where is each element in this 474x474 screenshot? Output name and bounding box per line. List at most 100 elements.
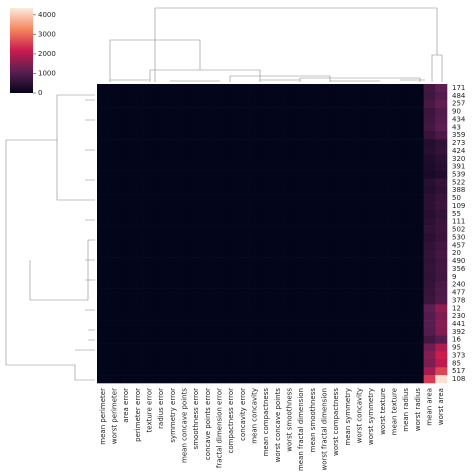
heatmap-cell [423, 162, 436, 171]
heatmap-cell [423, 280, 436, 289]
heatmap-cell [108, 178, 121, 187]
heatmap-cell [342, 225, 354, 234]
heatmap-cell [190, 107, 203, 116]
heatmap-cell [365, 296, 378, 305]
heatmap-cell [225, 264, 238, 274]
heatmap-cell [155, 146, 168, 156]
heatmap-cell [353, 186, 366, 195]
heatmap-cell [202, 194, 214, 203]
heatmap-cell [377, 170, 389, 179]
heatmap-cell [237, 217, 249, 226]
heatmap-cell [225, 209, 238, 219]
heatmap-cell [318, 225, 331, 234]
heatmap-cell [330, 162, 343, 171]
column-label: mean area [426, 388, 434, 426]
heatmap-cell [377, 186, 389, 195]
heatmap-cell [295, 288, 308, 297]
heatmap-cell [120, 241, 133, 250]
heatmap-cell [178, 115, 191, 124]
heatmap-cell [237, 375, 249, 384]
heatmap-cell [272, 359, 284, 368]
heatmap-cell [260, 178, 273, 187]
heatmap-cell [307, 335, 319, 344]
heatmap-cell [190, 375, 203, 384]
heatmap-cell [155, 304, 168, 313]
heatmap-cell [283, 375, 296, 384]
heatmap-cell [272, 84, 284, 93]
heatmap-cell [435, 233, 448, 242]
heatmap-cell [132, 264, 144, 274]
column-label: mean compactness [262, 388, 270, 457]
colorbar-tick-label: 1000 [38, 69, 56, 77]
heatmap-cell [132, 123, 144, 132]
heatmap-cell [388, 359, 401, 368]
heatmap-cell [330, 154, 343, 163]
heatmap-cell [400, 217, 413, 226]
heatmap-cell [400, 225, 413, 234]
heatmap-cell [248, 296, 261, 305]
heatmap-cell [353, 154, 366, 163]
heatmap-cell [190, 186, 203, 195]
heatmap-cell [353, 99, 366, 108]
heatmap-cell [318, 304, 331, 313]
heatmap-cell [225, 249, 238, 258]
heatmap-cell [435, 170, 448, 179]
heatmap-cell [342, 178, 354, 187]
heatmap-cell [388, 139, 401, 148]
heatmap-cell [260, 241, 273, 250]
heatmap-cell [167, 351, 179, 360]
heatmap-cell [342, 107, 354, 116]
row-label: 356 [452, 265, 466, 273]
column-label: mean fractal dimension [297, 388, 305, 471]
heatmap-cell [435, 139, 448, 148]
heatmap-cell [97, 241, 109, 250]
heatmap-cell [167, 312, 179, 321]
heatmap-cell [388, 351, 401, 360]
heatmap-cell [143, 375, 156, 384]
heatmap-cell [120, 327, 133, 337]
heatmap-cell [365, 146, 378, 156]
heatmap-cell [307, 123, 319, 132]
heatmap-cell [108, 162, 121, 171]
heatmap-cell [132, 343, 144, 352]
heatmap-cell [108, 296, 121, 305]
heatmap-cell [365, 209, 378, 219]
heatmap-cell [283, 84, 296, 93]
heatmap-cell [202, 343, 214, 352]
heatmap-cell [120, 146, 133, 156]
heatmap-cell [330, 296, 343, 305]
heatmap-cell [108, 375, 121, 384]
heatmap-cell [400, 233, 413, 242]
heatmap-cell [225, 280, 238, 289]
heatmap-cell [260, 264, 273, 274]
heatmap-cell [213, 304, 226, 313]
row-label: 457 [452, 241, 465, 249]
heatmap-cell [353, 146, 366, 156]
heatmap-cell [97, 375, 109, 384]
heatmap-cell [260, 115, 273, 124]
heatmap-cell [155, 209, 168, 219]
heatmap-cell [225, 288, 238, 297]
heatmap-cell [237, 186, 249, 195]
heatmap-cell [120, 139, 133, 148]
heatmap-cell [167, 115, 179, 124]
heatmap-cell [283, 154, 296, 163]
heatmap-cell [330, 170, 343, 179]
heatmap-cell [307, 288, 319, 297]
heatmap-cell [295, 249, 308, 258]
heatmap-cell [423, 209, 436, 219]
heatmap-cell [97, 359, 109, 368]
heatmap-cell [330, 123, 343, 132]
heatmap-cell [260, 209, 273, 219]
heatmap-cell [178, 320, 191, 329]
column-label: mean concavity [251, 388, 259, 444]
heatmap-cell [190, 233, 203, 242]
heatmap-cell [248, 304, 261, 313]
heatmap-cell [377, 84, 389, 93]
heatmap-cell [213, 178, 226, 187]
heatmap-cell [132, 107, 144, 116]
heatmap-cell [388, 225, 401, 234]
heatmap-cell [365, 170, 378, 179]
heatmap-cell [423, 115, 436, 124]
heatmap-cell [342, 139, 354, 148]
